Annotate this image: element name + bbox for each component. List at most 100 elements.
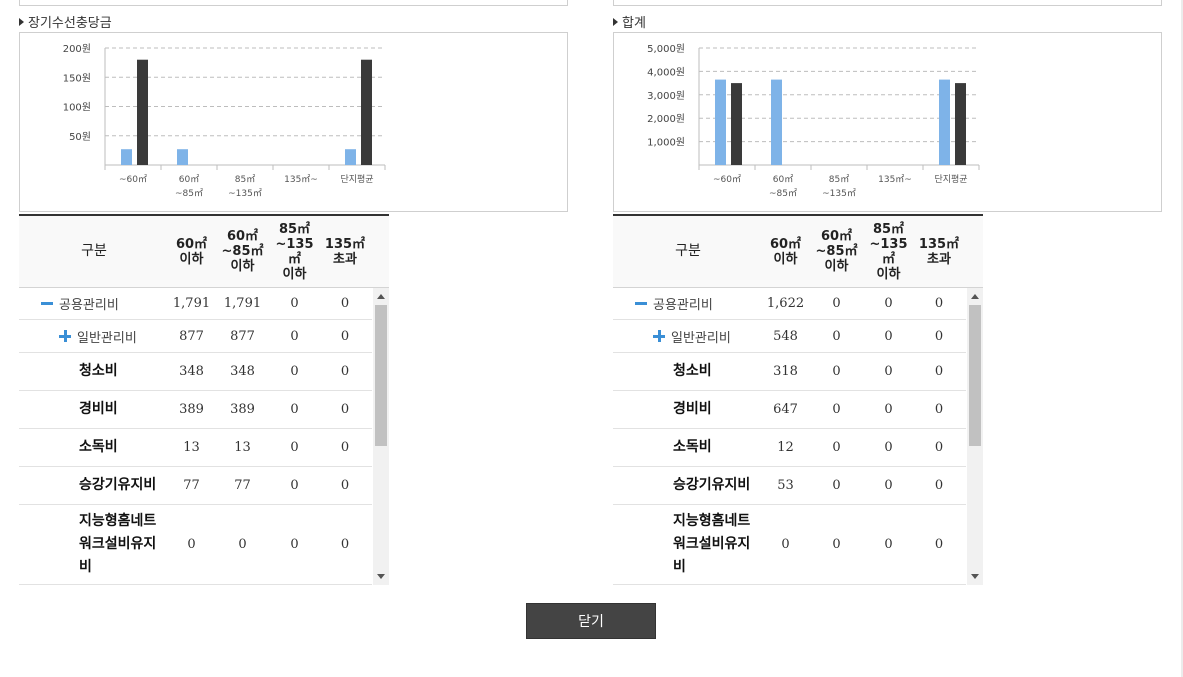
x-tick-label: ~85㎡	[769, 188, 797, 199]
column-header: 60㎡ ~85㎡ 이하	[808, 216, 865, 287]
bar	[121, 149, 132, 165]
table-row[interactable]: 공용관리비 1,622 0 0 0	[613, 288, 966, 320]
column-header-line: 이하	[230, 259, 255, 274]
cell-value: 13	[183, 440, 200, 455]
column-header: 85㎡ ~135㎡ 이하	[865, 216, 912, 287]
row-name: 청소비	[613, 353, 763, 390]
column-header-line: ~85㎡	[815, 244, 858, 259]
row-label: 공용관리비	[653, 298, 713, 313]
bar	[955, 83, 966, 165]
row-label: 청소비	[79, 363, 118, 379]
scrollbar-thumb[interactable]	[375, 305, 387, 446]
cell-value: 0	[832, 440, 841, 455]
cell-value: 0	[340, 440, 350, 455]
triangle-right-icon	[19, 17, 24, 26]
fee-table: 구분 60㎡ 이하 60㎡ ~85㎡ 이하 85㎡ ~135㎡ 이하 135㎡ 초과 공용관리비 1,…	[613, 214, 983, 585]
row-label: 공용관리비	[59, 298, 119, 313]
table-row: 승강기유지비 53 0 0 0	[613, 467, 966, 505]
scrollbar[interactable]	[967, 288, 983, 585]
cell-value: 12	[777, 440, 794, 455]
row-name: 청소비	[19, 353, 169, 390]
x-tick-label: 60㎡	[773, 174, 793, 185]
cell-value: 0	[884, 296, 893, 311]
x-tick-label: ~60㎡	[713, 174, 741, 185]
column-header-line: 60㎡	[175, 236, 208, 252]
bar	[771, 79, 782, 165]
cell-value: 0	[832, 478, 841, 493]
column-header-line: 85㎡	[872, 221, 905, 237]
table-body[interactable]: 공용관리비 1,791 1,791 0 0 일반관리비 877 877 0 0 청소비 348 348 0…	[19, 288, 389, 585]
top-panel-stub	[613, 0, 1162, 6]
cell-value: 1,791	[223, 296, 262, 311]
row-name: 승강기유지비	[19, 467, 169, 504]
column-header-line: 135㎡	[918, 236, 960, 252]
y-tick-label: 5,000원	[647, 43, 685, 55]
row-label: 승강기유지비	[673, 477, 751, 493]
column-header-line: 초과	[333, 251, 357, 267]
row-name: 소독비	[19, 429, 169, 466]
x-tick-label: 85㎡	[235, 174, 255, 185]
scrollbar-thumb[interactable]	[969, 305, 981, 446]
table-row: 소독비 12 0 0 0	[613, 429, 966, 467]
x-tick-label: 60㎡	[179, 174, 199, 185]
table-row[interactable]: 일반관리비 548 0 0 0	[613, 320, 966, 353]
table-header: 구분 60㎡ 이하 60㎡ ~85㎡ 이하 85㎡ ~135㎡ 이하 135㎡ 초과	[613, 216, 983, 288]
row-name: 지능형홈네트워크설비유지비	[19, 505, 169, 584]
cell-value: 348	[179, 364, 204, 379]
x-tick-label: 85㎡	[829, 174, 849, 185]
cell-value: 0	[832, 364, 841, 379]
column-header: 구분	[19, 216, 169, 287]
y-tick-label: 150원	[63, 72, 91, 84]
scrollbar[interactable]	[373, 288, 389, 585]
table-row: 승강기유지비 77 77 0 0	[19, 467, 372, 505]
scroll-up-arrow-icon[interactable]	[971, 294, 979, 299]
cell-value: 0	[832, 402, 841, 417]
collapse-minus-icon[interactable]	[635, 302, 647, 305]
row-label: 소독비	[79, 439, 118, 455]
bar	[137, 59, 148, 166]
table-row: 소독비 13 13 0 0	[19, 429, 372, 467]
bar-chart-svg: 50원 100원 150원 200원 ~60㎡ 60㎡ ~85㎡ 85㎡ ~135㎡ 135㎡~ 단…	[63, 43, 386, 199]
table-row[interactable]: 공용관리비 1,791 1,791 0 0	[19, 288, 372, 320]
table-body[interactable]: 공용관리비 1,622 0 0 0 일반관리비 548 0 0 0 청소비 318 0 0 0 경비비 647 0…	[613, 288, 983, 585]
column-header-line: 60㎡	[226, 229, 259, 244]
cell-value: 0	[934, 328, 944, 344]
column-header: 85㎡ ~135㎡ 이하	[271, 216, 318, 287]
cell-value: 0	[884, 440, 893, 455]
row-label: 경비비	[79, 401, 118, 417]
table-row: 청소비 318 0 0 0	[613, 353, 966, 391]
table-rows: 공용관리비 1,791 1,791 0 0 일반관리비 877 877 0 0 청소비 348 348 0…	[19, 288, 372, 585]
column-header-line: 초과	[927, 251, 951, 267]
column-header-line: ~135㎡	[869, 236, 908, 267]
column-header-line: 135㎡	[324, 236, 366, 252]
scroll-down-arrow-icon[interactable]	[377, 574, 385, 579]
scroll-up-arrow-icon[interactable]	[377, 294, 385, 299]
column-header: 135㎡ 초과	[912, 216, 966, 287]
table-row[interactable]: 일반관리비 877 877 0 0	[19, 320, 372, 353]
cell-value: 0	[884, 328, 893, 344]
expand-plus-icon[interactable]	[59, 330, 71, 342]
y-tick-label: 200원	[63, 43, 91, 55]
cell-value: 0	[934, 364, 944, 379]
cell-value: 0	[340, 402, 350, 417]
table-rows: 공용관리비 1,622 0 0 0 일반관리비 548 0 0 0 청소비 318 0 0 0 경비비 647 0…	[613, 288, 966, 585]
expand-plus-icon[interactable]	[653, 330, 665, 342]
x-tick-label: ~135㎡	[822, 188, 856, 199]
cell-value: 0	[832, 296, 841, 311]
collapse-minus-icon[interactable]	[41, 302, 53, 305]
row-label: 승강기유지비	[79, 477, 157, 493]
panel-title: 장기수선충당금	[19, 12, 112, 31]
y-tick-label: 100원	[63, 102, 91, 114]
bar	[715, 79, 726, 165]
cell-value: 0	[340, 537, 350, 552]
cell-value: 877	[230, 328, 255, 344]
cell-value: 0	[340, 296, 350, 311]
scroll-down-arrow-icon[interactable]	[971, 574, 979, 579]
cell-value: 548	[773, 328, 798, 344]
cell-value: 0	[238, 537, 247, 552]
close-button[interactable]: 닫기	[526, 603, 656, 639]
x-tick-label: 단지평균	[340, 174, 373, 185]
table-header: 구분 60㎡ 이하 60㎡ ~85㎡ 이하 85㎡ ~135㎡ 이하 135㎡ 초과	[19, 216, 389, 288]
row-name: 공용관리비	[613, 288, 763, 319]
column-header-line: 이하	[876, 266, 901, 282]
